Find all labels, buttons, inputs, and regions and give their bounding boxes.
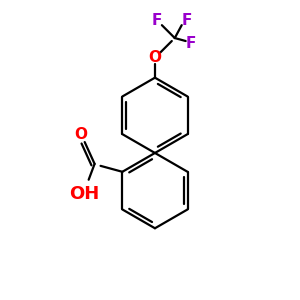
Text: O: O (74, 127, 87, 142)
Text: OH: OH (70, 184, 100, 202)
Text: F: F (182, 13, 192, 28)
Text: F: F (152, 13, 162, 28)
Text: F: F (185, 35, 196, 50)
Text: O: O (148, 50, 161, 65)
